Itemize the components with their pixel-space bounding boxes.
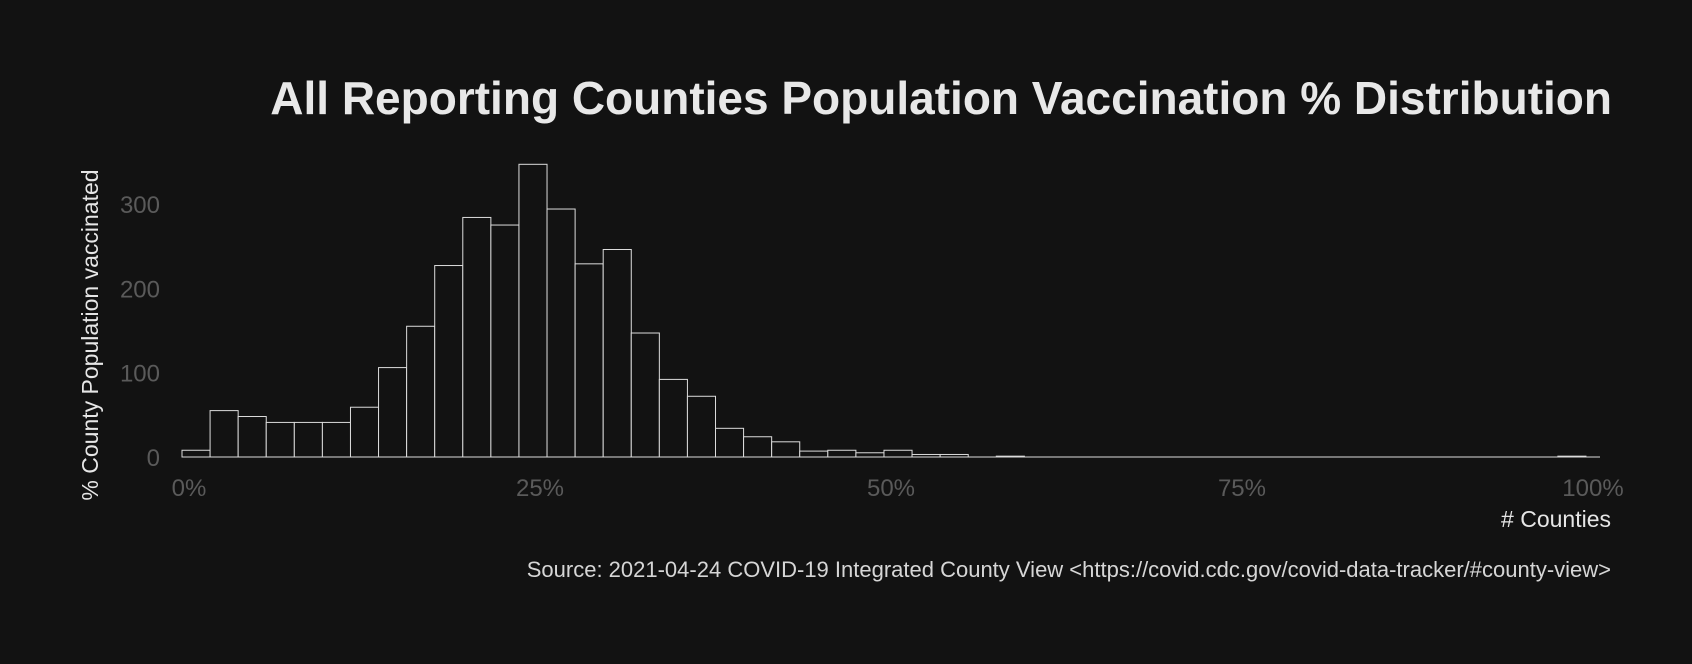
histogram-bar-25	[883, 449, 913, 458]
histogram-bar-6	[349, 406, 380, 458]
histogram-bar-13	[546, 208, 576, 458]
histogram-bar-3	[265, 421, 295, 458]
x-axis-label: # Counties	[1501, 506, 1611, 532]
histogram-bar-17	[658, 378, 688, 458]
histogram-bar-14	[574, 263, 604, 458]
histogram-bar-2	[237, 416, 267, 458]
y-tick-label-2: 200	[120, 276, 160, 303]
histogram-bar-20	[743, 436, 773, 458]
bars-group	[181, 163, 1587, 458]
x-tick-label-2: 50%	[867, 475, 915, 502]
y-axis-label: % County Population vaccinated	[77, 169, 103, 500]
chart-title: All Reporting Counties Population Vaccin…	[270, 72, 1612, 124]
histogram-bar-11	[490, 224, 520, 458]
histogram-bar-22	[799, 450, 829, 458]
histogram-bar-23	[827, 449, 857, 458]
y-tick-label-0: 0	[147, 445, 160, 472]
y-tick-label-3: 300	[120, 192, 160, 219]
x-tick-label-0: 0%	[172, 475, 207, 502]
histogram-bar-5	[321, 421, 351, 458]
x-tick-labels: 0% 25% 50% 75% 100%	[172, 475, 1624, 502]
histogram-bar-21	[771, 441, 801, 458]
histogram-bar-15	[602, 249, 632, 458]
histogram-bar-9	[434, 265, 464, 458]
histogram-bar-18	[686, 395, 717, 458]
histogram-bar-10	[462, 216, 492, 458]
y-tick-label-1: 100	[120, 361, 160, 388]
x-tick-label-4: 100%	[1562, 475, 1623, 502]
x-tick-label-1: 25%	[516, 475, 564, 502]
source-caption: Source: 2021-04-24 COVID-19 Integrated C…	[527, 557, 1611, 582]
histogram-bar-8	[406, 325, 436, 458]
histogram-bar-0	[181, 449, 211, 458]
x-tick-label-3: 75%	[1218, 475, 1266, 502]
histogram-bar-24	[855, 452, 885, 458]
histogram-bar-19	[715, 427, 745, 458]
histogram-bar-4	[293, 421, 323, 458]
histogram-bar-1	[209, 410, 239, 458]
histogram-bar-7	[378, 367, 408, 458]
histogram-bar-12	[518, 163, 548, 458]
histogram-bar-16	[630, 332, 660, 458]
y-tick-labels: 0 100 200 300	[120, 192, 160, 472]
